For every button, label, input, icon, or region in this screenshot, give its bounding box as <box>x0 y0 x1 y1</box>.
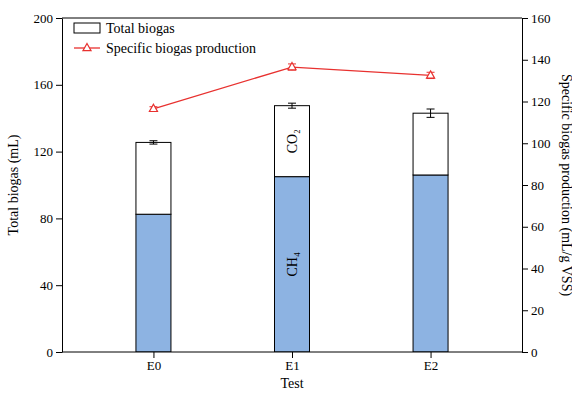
tick: 80 <box>522 178 544 193</box>
error-bar <box>427 109 435 117</box>
error-stem <box>153 141 154 144</box>
tick: E1 <box>285 352 299 373</box>
bar-segment <box>413 113 448 175</box>
y2-axis: 0 20 40 60 80 100 120 140 160 <box>522 11 551 360</box>
tick-mark <box>522 227 528 228</box>
tick-mark <box>292 352 293 358</box>
tick-mark <box>522 18 528 19</box>
legend-swatch <box>74 23 100 33</box>
error-bar <box>149 141 157 144</box>
tick-label: 80 <box>531 178 544 193</box>
error-stem <box>292 103 293 108</box>
tick-label: E2 <box>424 358 438 373</box>
tick-mark <box>522 269 528 270</box>
tick-mark <box>56 285 62 286</box>
tick-mark <box>522 310 528 311</box>
tick: 0 <box>47 345 63 360</box>
tick-label: 60 <box>531 219 544 234</box>
error-stem <box>430 109 431 117</box>
tick-mark <box>522 102 528 103</box>
marker <box>427 71 435 78</box>
legend-marker <box>83 44 91 51</box>
tick-mark <box>153 352 154 358</box>
tick: 80 <box>40 211 62 226</box>
tick-mark <box>56 85 62 86</box>
legend-label: Total biogas <box>106 21 175 36</box>
tick-mark <box>56 352 62 353</box>
bar-segment <box>275 177 310 352</box>
tick-label: 0 <box>47 345 54 360</box>
texts: CH₄ CO₂ <box>285 129 300 277</box>
bar-segment <box>275 106 310 177</box>
legend-label: Specific biogas production <box>106 41 256 56</box>
tick-label: 100 <box>531 136 551 151</box>
marker <box>149 104 157 111</box>
series-line <box>153 67 430 109</box>
tick-label: 120 <box>531 94 551 109</box>
tick: 20 <box>522 303 544 318</box>
tick-mark <box>56 218 62 219</box>
tick-label: 120 <box>34 144 54 159</box>
segment-label: CO₂ <box>285 129 300 153</box>
tick-label: 200 <box>34 11 54 26</box>
error-cap <box>288 108 296 109</box>
error-cap <box>427 109 435 110</box>
axis-line <box>62 19 63 353</box>
y-axis-title: Total biogas (mL) <box>6 134 22 235</box>
tick-label: E1 <box>285 358 299 373</box>
tick: 140 <box>522 52 551 67</box>
tick-mark <box>56 152 62 153</box>
y2-axis-title: Specific biogas production (mL/g VSS) <box>558 74 572 296</box>
bar-segment <box>136 214 171 352</box>
chart: CH₄ CO₂ 0 40 80 120 160 200 0 20 40 60 80 100 120 140 16… <box>0 0 572 402</box>
tick-mark <box>56 18 62 19</box>
tick-mark <box>522 352 528 353</box>
segment-label: CH₄ <box>285 252 300 276</box>
tick-label: 40 <box>40 278 53 293</box>
tick-label: 160 <box>531 11 551 26</box>
tick-label: 40 <box>531 261 544 276</box>
tick-mark <box>522 60 528 61</box>
marker <box>288 63 296 70</box>
error-bar <box>288 103 296 108</box>
tick: 120 <box>34 144 63 159</box>
error-cap <box>427 117 435 118</box>
y-axis: 0 40 80 120 160 200 <box>34 11 63 360</box>
tick-mark <box>522 143 528 144</box>
tick-mark <box>431 352 432 358</box>
error-cap <box>288 103 296 104</box>
tick: 120 <box>522 94 551 109</box>
tick-label: 160 <box>34 77 54 92</box>
bar-segment <box>136 142 171 214</box>
tick: 0 <box>522 345 538 360</box>
tick: 40 <box>40 278 62 293</box>
tick: 60 <box>522 219 544 234</box>
tick: E0 <box>147 352 161 373</box>
tick: 160 <box>34 77 63 92</box>
tick: 100 <box>522 136 551 151</box>
frame-top <box>62 18 522 19</box>
tick-label: E0 <box>147 358 161 373</box>
tick-label: 0 <box>531 345 538 360</box>
marks <box>136 63 448 352</box>
tick-label: 20 <box>531 303 544 318</box>
legend: Total biogas Specific biogas production <box>74 21 256 56</box>
error-cap <box>149 144 157 145</box>
plot: CH₄ CO₂ 0 40 80 120 160 200 0 20 40 60 80 100 120 140 16… <box>34 11 551 374</box>
tick: 200 <box>34 11 63 26</box>
tick-label: 80 <box>40 211 53 226</box>
tick-label: 140 <box>531 52 551 67</box>
x-axis: E0 E1 E2 <box>62 352 522 373</box>
x-axis-title: Test <box>280 376 303 391</box>
tick: E2 <box>424 352 438 373</box>
error-cap <box>149 140 157 141</box>
tick: 40 <box>522 261 544 276</box>
bar-segment <box>413 175 448 352</box>
tick-mark <box>522 185 528 186</box>
tick: 160 <box>522 11 551 26</box>
